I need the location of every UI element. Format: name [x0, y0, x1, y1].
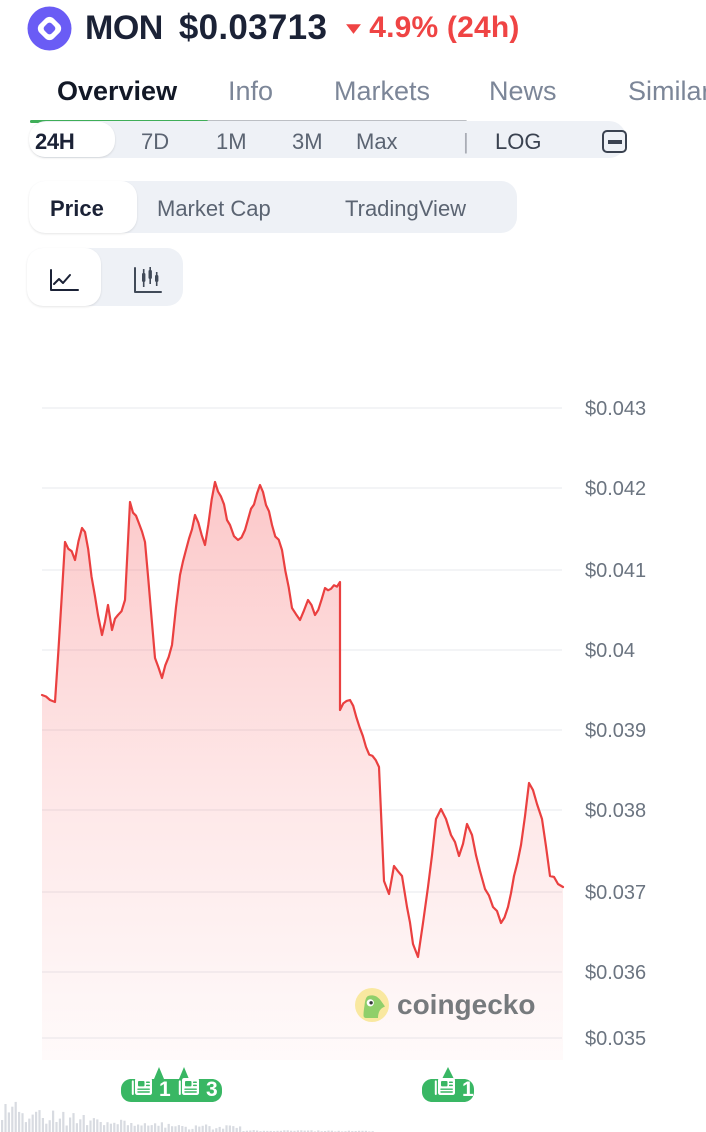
svg-text:$0.042: $0.042 [585, 478, 646, 500]
svg-text:$0.036: $0.036 [585, 962, 646, 984]
svg-text:$0.037: $0.037 [585, 882, 646, 904]
svg-text:$0.04: $0.04 [585, 640, 635, 662]
svg-text:$0.035: $0.035 [585, 1028, 646, 1050]
svg-text:$0.041: $0.041 [585, 560, 646, 582]
svg-text:$0.038: $0.038 [585, 800, 646, 822]
svg-text:$0.043: $0.043 [585, 398, 646, 420]
svg-text:$0.039: $0.039 [585, 720, 646, 742]
